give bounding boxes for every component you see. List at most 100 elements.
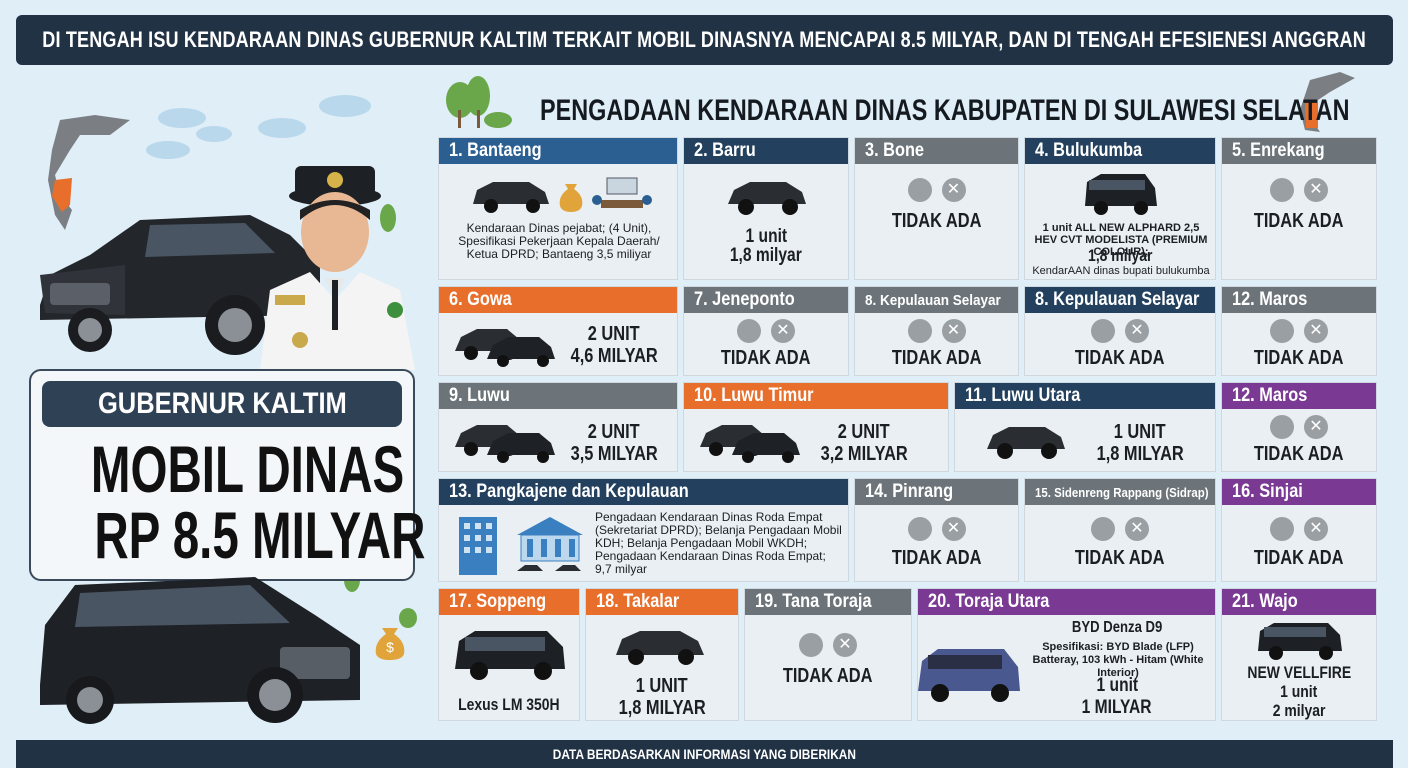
headline-line-2-text: RP 8.5 MILYAR — [94, 498, 426, 572]
close-icon: ✕ — [1125, 319, 1149, 343]
close-icon: ✕ — [1304, 517, 1328, 541]
gowa-units: 2 UNIT — [559, 323, 669, 346]
card-soppeng: 17. Soppeng Lexus LM 350H — [438, 588, 580, 721]
circle-icon — [907, 319, 932, 343]
none-text: TIDAK ADA — [891, 347, 982, 369]
card-enrekang: 5. Enrekang ✕ TIDAK ADA — [1221, 137, 1377, 280]
section-title-text: PENGADAAN KENDARAAN DINAS KABUPATEN DI S… — [540, 94, 1350, 127]
card-maros-b: 12. Maros ✕ TIDAK ADA — [1221, 382, 1377, 472]
value-text: 1,8 milyar — [1087, 246, 1153, 265]
wajo-amount: 2 milyar — [1222, 701, 1376, 720]
circle-icon — [737, 319, 761, 343]
section-title: PENGADAAN KENDARAAN DINAS KABUPATEN DI S… — [540, 94, 1349, 128]
card-head-jeneponto: 7. Jeneponto — [684, 287, 848, 313]
card-head-sidrap: 15. Sidenreng Rappang (Sidrap) — [1025, 479, 1215, 505]
car-icon — [616, 631, 704, 665]
toraja-utara-car-model: BYD Denza D9 — [1022, 619, 1212, 637]
close-icon: ✕ — [941, 319, 966, 343]
card-title: 9. Luwu — [449, 385, 510, 406]
bottom-banner: DATA BERDASARKAN INFORMASI YANG DIBERIKA… — [16, 740, 1393, 768]
barru-amount: 1,8 milyar — [684, 245, 848, 267]
value-text: NEW VELLFIRE — [1247, 663, 1351, 682]
wajo-units: 1 unit — [1222, 682, 1376, 702]
van-icon — [1258, 623, 1342, 660]
value-text: 1,8 milyar — [730, 245, 802, 266]
none-text: TIDAK ADA — [1075, 347, 1165, 369]
card-title: 4. Bulukumba — [1035, 140, 1143, 161]
card-title: 8. Kepulauan Selayar — [865, 292, 1001, 309]
card-head-luwu-utara: 11. Luwu Utara — [955, 383, 1215, 409]
card-head-enrekang: 5. Enrekang — [1222, 138, 1376, 164]
van-icon — [1085, 174, 1157, 215]
luwu-utara-units: 1 UNIT — [1075, 421, 1205, 444]
value-text: 2 UNIT — [588, 323, 640, 345]
value-text: 4,6 MILYAR — [570, 345, 658, 367]
close-icon: ✕ — [1304, 178, 1328, 202]
card-title: 15. Sidenreng Rappang (Sidrap) — [1035, 485, 1209, 500]
bulukumba-amount: 1,8 milyar — [1025, 246, 1215, 266]
none-indicator: ✕ TIDAK ADA — [855, 517, 1018, 570]
money-bag-icon — [559, 184, 583, 212]
card-sidrap: 15. Sidenreng Rappang (Sidrap) ✕ TIDAK AD… — [1024, 478, 1216, 582]
card-head-barru: 2. Barru — [684, 138, 848, 164]
value-text: 2 UNIT — [838, 421, 890, 443]
car-icon — [728, 182, 806, 215]
card-head-pangkajene: 13. Pangkajene dan Kepulauan — [439, 479, 848, 505]
none-text: TIDAK ADA — [1254, 547, 1344, 569]
none-text: TIDAK ADA — [891, 210, 982, 232]
card-title: 6. Gowa — [449, 289, 512, 310]
card-title: 12. Maros — [1232, 385, 1308, 406]
card-title: 1. Bantaeng — [449, 140, 542, 161]
circle-icon — [1091, 517, 1115, 541]
card-head-maros-b: 12. Maros — [1222, 383, 1376, 409]
car-icon — [455, 425, 555, 463]
value-text: 1 UNIT — [1114, 421, 1166, 443]
wajo-car-model: NEW VELLFIRE — [1222, 663, 1376, 683]
none-text: TIDAK ADA — [1254, 443, 1344, 465]
svg-text:$: $ — [386, 639, 394, 655]
none-indicator: ✕ TIDAK ADA — [855, 178, 1018, 233]
card-head-toraja-utara: 20. Toraja Utara — [918, 589, 1215, 615]
card-head-bone: 3. Bone — [855, 138, 1018, 164]
headline-line-1: MOBIL DINAS — [30, 436, 414, 502]
card-head-maros-a: 12. Maros — [1222, 287, 1376, 313]
building-icon — [459, 517, 497, 575]
card-head-wajo: 21. Wajo — [1222, 589, 1376, 615]
value-text: 1,8 MILYAR — [1096, 443, 1184, 465]
circle-icon — [799, 633, 823, 657]
card-maros-a: 12. Maros ✕ TIDAK ADA — [1221, 286, 1377, 376]
car-icon — [987, 427, 1065, 459]
none-indicator: ✕ TIDAK ADA — [684, 319, 848, 370]
close-icon: ✕ — [1125, 517, 1149, 541]
none-indicator: ✕ TIDAK ADA — [1025, 517, 1215, 570]
card-barru: 2. Barru 1 unit 1,8 milyar — [683, 137, 849, 280]
none-indicator: ✕ TIDAK ADA — [1222, 415, 1376, 466]
none-text: TIDAK ADA — [783, 665, 873, 687]
card-title: 16. Sinjai — [1232, 481, 1303, 502]
value-text: 2 milyar — [1272, 701, 1326, 720]
value-text: 3,2 MILYAR — [820, 443, 908, 465]
close-icon: ✕ — [771, 319, 795, 343]
close-icon: ✕ — [833, 633, 857, 657]
value-text: 1,8 MILYAR — [618, 697, 706, 719]
none-indicator: ✕ TIDAK ADA — [1222, 319, 1376, 370]
card-bantaeng: 1. Bantaeng Kendaraan Dinas pejabat; (4 … — [438, 137, 678, 280]
value-text: BYD Denza D9 — [1071, 619, 1163, 636]
none-indicator: ✕ TIDAK ADA — [1222, 517, 1376, 570]
card-head-bantaeng: 1. Bantaeng — [439, 138, 677, 164]
top-banner-text: DI TENGAH ISU KENDARAAN DINAS GUBERNUR K… — [42, 27, 1367, 52]
van-icon — [455, 631, 565, 680]
card-title: 12. Maros — [1232, 289, 1308, 310]
toraja-utara-units: 1 unit — [1022, 675, 1212, 697]
card-title: 19. Tana Toraja — [755, 591, 872, 612]
barru-units: 1 unit — [684, 226, 848, 248]
card-title: 10. Luwu Timur — [694, 385, 814, 406]
card-pangkajene: 13. Pangkajene dan Kepulauan Pengadaan K… — [438, 478, 849, 582]
card-title: 13. Pangkajene dan Kepulauan — [449, 481, 689, 502]
card-jeneponto: 7. Jeneponto ✕ TIDAK ADA — [683, 286, 849, 376]
card-head-luwu-timur: 10. Luwu Timur — [684, 383, 948, 409]
none-text: TIDAK ADA — [1075, 547, 1165, 569]
gowa-amount: 4,6 MILYAR — [559, 345, 669, 368]
circle-icon — [907, 178, 932, 202]
